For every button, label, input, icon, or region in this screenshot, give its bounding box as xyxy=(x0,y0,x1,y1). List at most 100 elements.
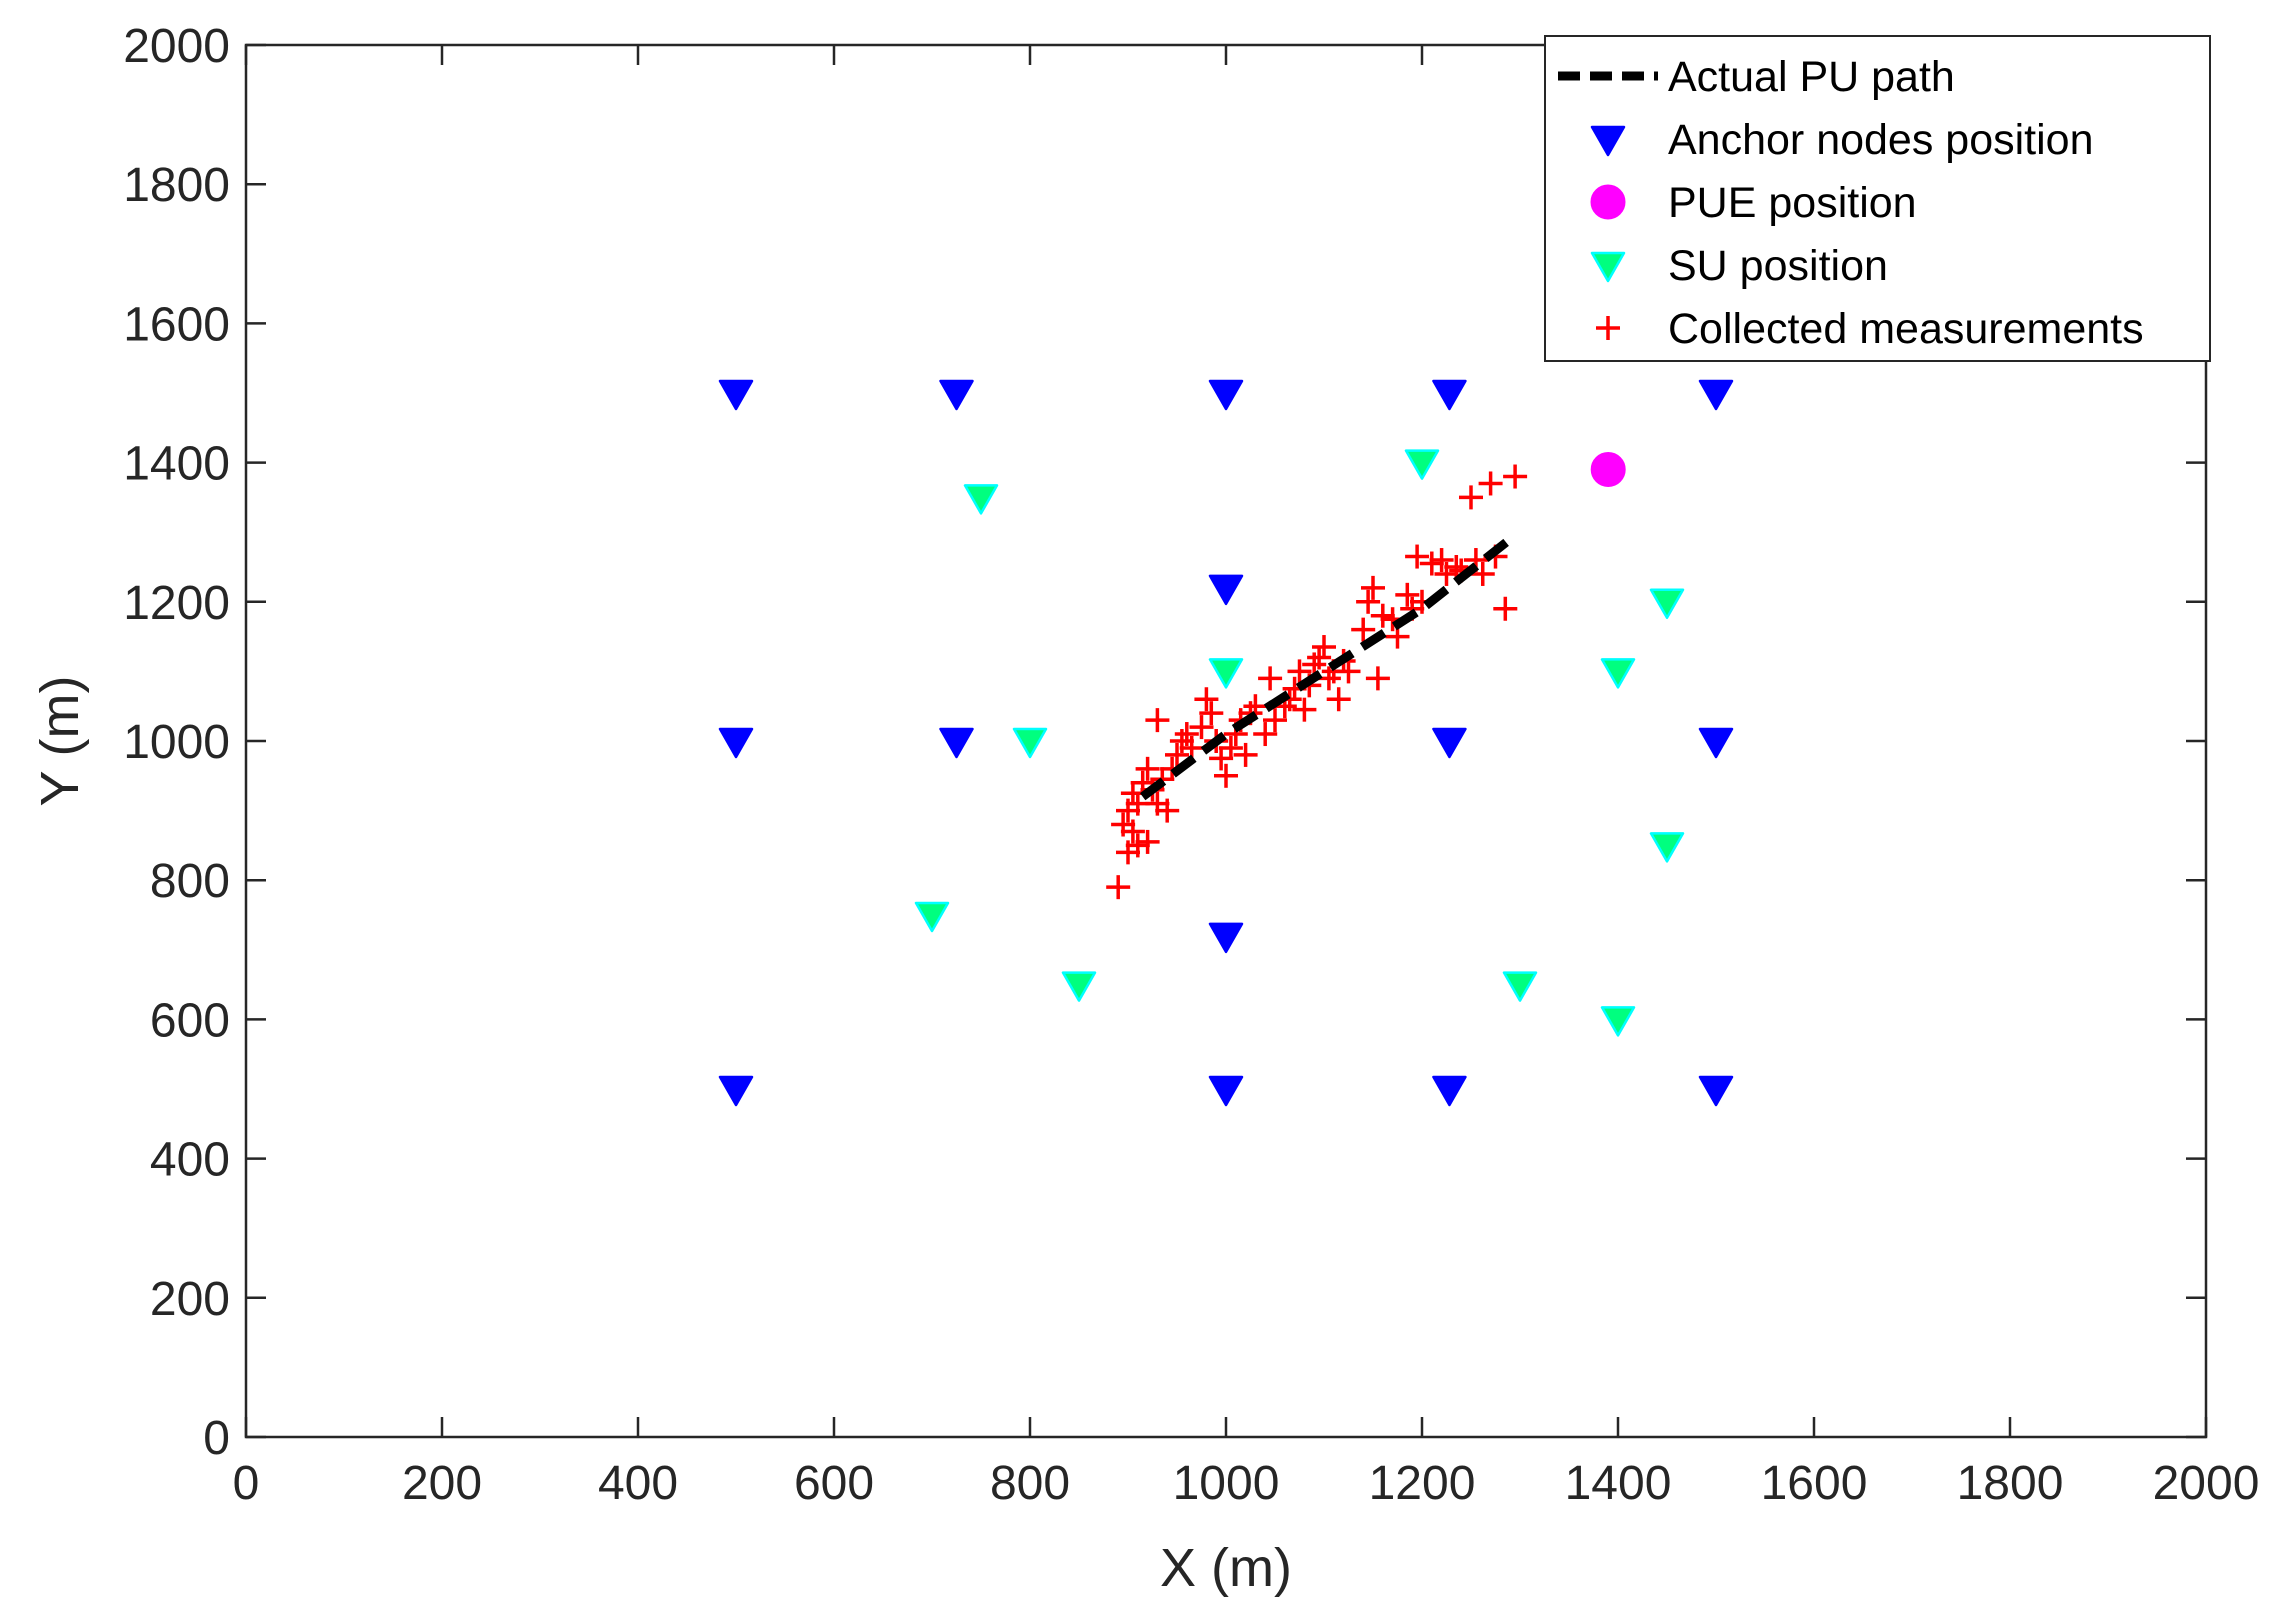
collected-measurements-marker xyxy=(1356,589,1381,614)
collected-measurements-marker xyxy=(1336,659,1361,684)
anchor-nodes-position-marker xyxy=(718,727,754,759)
collected-measurements-marker xyxy=(1135,829,1160,854)
su-position-marker xyxy=(1208,658,1244,689)
su-position-marker xyxy=(1600,658,1636,689)
legend-box xyxy=(1544,35,2211,362)
collected-measurements-marker xyxy=(1478,471,1503,496)
legend-swatch-anchor-nodes-position xyxy=(1590,125,1626,157)
su-position-marker xyxy=(1649,832,1685,863)
y-axis-ticks: 0 200 400 600 800 1000 1200 1400 1600 1800 2000 xyxy=(123,20,2206,1465)
y-tick-label: 1200 xyxy=(123,577,230,630)
collected-measurements-marker xyxy=(1287,659,1312,684)
su-position-marker xyxy=(1404,449,1440,480)
su-position-marker xyxy=(914,901,950,933)
collected-measurements-marker xyxy=(1209,746,1234,771)
y-axis-title: Y (m) xyxy=(30,676,90,807)
collected-measurements-marker xyxy=(1459,485,1483,510)
anchor-nodes-position-marker xyxy=(1698,727,1734,759)
anchor-nodes-position-marker xyxy=(1208,1075,1244,1107)
anchor-nodes-position-marker xyxy=(1698,379,1734,411)
legend-swatch-pue-position xyxy=(1590,184,1626,220)
collected-measurements-marker xyxy=(1444,555,1469,579)
collected-measurements-marker xyxy=(1365,666,1390,691)
y-tick-label: 200 xyxy=(150,1273,230,1326)
collected-measurements-marker xyxy=(1395,582,1420,607)
su-position-marker xyxy=(1061,971,1097,1002)
y-tick-label: 2000 xyxy=(123,20,230,73)
su-position-marker xyxy=(1600,1006,1636,1037)
collected-measurements-marker xyxy=(1351,617,1376,642)
x-tick-label: 1200 xyxy=(1369,1457,1476,1510)
collected-measurements-marker xyxy=(1503,464,1528,489)
legend-swatch-su-position xyxy=(1590,251,1626,283)
collected-measurements-marker xyxy=(1106,875,1131,900)
legend-label-collected-measurements: Collected measurements xyxy=(1668,305,2144,353)
y-tick-label: 1000 xyxy=(123,716,230,769)
x-tick-label: 400 xyxy=(598,1457,678,1510)
anchor-nodes-position-marker xyxy=(939,727,974,759)
legend-label-su-position: SU position xyxy=(1668,242,1888,290)
y-tick-label: 600 xyxy=(150,994,230,1047)
collected-measurements-marker xyxy=(1419,551,1444,576)
collected-measurements-marker xyxy=(1214,763,1238,788)
x-tick-label: 1400 xyxy=(1565,1457,1672,1510)
y-tick-label: 1400 xyxy=(123,438,230,491)
collected-measurements-marker xyxy=(1361,575,1385,600)
collected-measurements-marker xyxy=(1429,548,1454,573)
anchor-nodes-position-marker xyxy=(939,379,974,411)
collected-measurements-marker xyxy=(1125,833,1150,858)
x-axis-ticks: 0 200 400 600 800 1000 1200 1400 1600 1800 2000 xyxy=(233,45,2260,1510)
collected-measurements-marker xyxy=(1218,735,1243,760)
legend: Actual PU path Anchor nodes position PUE p… xyxy=(1544,35,2211,362)
x-tick-label: 2000 xyxy=(2153,1457,2260,1510)
anchor-nodes-position-marker xyxy=(1432,727,1467,759)
su-position-marker xyxy=(1502,971,1538,1002)
collected-measurements-marker xyxy=(1120,819,1145,844)
collected-measurements-marker xyxy=(1312,635,1336,660)
y-tick-label: 0 xyxy=(203,1412,230,1465)
collected-measurements-marker xyxy=(1155,798,1180,823)
su-position-marker xyxy=(963,484,999,515)
collected-measurements-marker xyxy=(1326,687,1351,712)
y-tick-label: 800 xyxy=(150,855,230,908)
x-tick-label: 0 xyxy=(233,1457,260,1510)
x-tick-label: 800 xyxy=(990,1457,1070,1510)
collected-measurements-marker xyxy=(1370,603,1395,628)
collected-measurements-marker xyxy=(1145,708,1170,733)
legend-label-anchor-nodes-position: Anchor nodes position xyxy=(1668,116,2094,164)
collected-measurements-marker xyxy=(1165,742,1189,767)
x-tick-label: 600 xyxy=(794,1457,874,1510)
collected-measurements-marker xyxy=(1189,715,1214,740)
collected-measurements-marker xyxy=(1194,687,1219,712)
anchor-nodes-position-marker xyxy=(1208,574,1244,606)
collected-measurements-marker xyxy=(1470,561,1495,586)
anchor-nodes-position-marker xyxy=(1208,379,1244,411)
collected-measurements-marker xyxy=(1307,645,1332,670)
legend-label-actual-pu-path: Actual PU path xyxy=(1668,53,1955,101)
collected-measurements-marker xyxy=(1292,697,1317,722)
collected-measurements-marker xyxy=(1135,756,1160,781)
collected-measurements-marker xyxy=(1174,722,1199,747)
collected-measurements-marker xyxy=(1263,708,1287,733)
su-position-marker xyxy=(1012,727,1048,759)
collected-measurements-marker xyxy=(1199,701,1224,726)
collected-measurements-marker xyxy=(1493,596,1518,621)
legend-swatch-collected-measurements xyxy=(1596,316,1620,340)
pue-position-marker xyxy=(1590,452,1626,488)
y-tick-label: 1800 xyxy=(123,159,230,212)
collected-measurements-marker xyxy=(1233,742,1258,767)
x-tick-label: 1800 xyxy=(1957,1457,2064,1510)
collected-measurements-marker xyxy=(1258,666,1283,691)
collected-measurements-marker xyxy=(1405,544,1430,569)
y-tick-label: 1600 xyxy=(123,298,230,351)
anchor-nodes-position-marker xyxy=(1698,1075,1734,1107)
x-tick-label: 1600 xyxy=(1761,1457,1868,1510)
anchor-nodes-position-marker xyxy=(718,379,754,411)
collected-measurements-marker xyxy=(1253,722,1278,747)
anchor-nodes-position-marker xyxy=(1432,379,1467,411)
y-tick-label: 400 xyxy=(150,1134,230,1187)
anchor-nodes-position-marker xyxy=(1208,922,1244,954)
su-position-marker xyxy=(1649,588,1685,620)
anchor-nodes-position-marker xyxy=(718,1075,754,1107)
